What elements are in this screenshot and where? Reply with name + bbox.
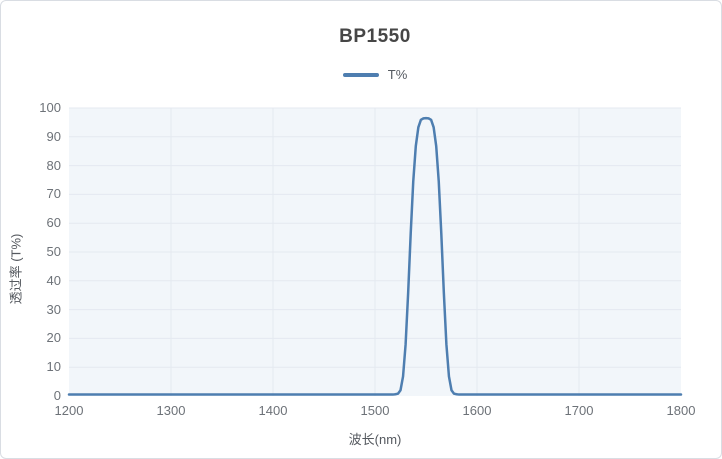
x-tick-label: 1600 bbox=[462, 403, 492, 418]
y-tick-label: 0 bbox=[53, 388, 61, 403]
series-line-T% bbox=[67, 116, 683, 396]
chart-title: BP1550 bbox=[339, 26, 411, 47]
chart-canvas[interactable] bbox=[67, 107, 683, 396]
y-tick-label: 30 bbox=[46, 301, 61, 317]
x-tick-label: 1500 bbox=[360, 403, 390, 418]
legend-item[interactable]: T% bbox=[69, 67, 681, 82]
y-tick-label: 80 bbox=[46, 157, 61, 173]
y-tick-label: 50 bbox=[46, 244, 61, 259]
y-tick-label: 90 bbox=[46, 128, 61, 144]
legend-label: T% bbox=[387, 67, 408, 82]
y-tick-label: 100 bbox=[39, 100, 61, 115]
legend-line-icon bbox=[342, 72, 379, 77]
y-tick-label: 60 bbox=[46, 215, 61, 231]
x-tick-label: 1700 bbox=[564, 403, 594, 418]
y-tick-label: 10 bbox=[46, 359, 61, 375]
x-tick-label: 1800 bbox=[666, 403, 696, 418]
plot-area: 0 10 20 30 40 50 60 70 80 90 100 1200 1300 1400 1500 1… bbox=[39, 100, 695, 418]
x-tick-label: 1300 bbox=[156, 403, 186, 418]
x-axis-title: 波长(nm) bbox=[348, 432, 402, 447]
x-tick-label: 1200 bbox=[54, 403, 84, 418]
y-tick-label: 70 bbox=[46, 186, 61, 202]
y-tick-label: 20 bbox=[46, 330, 61, 346]
x-tick-label: 1400 bbox=[258, 403, 288, 418]
gridlines bbox=[69, 107, 681, 396]
y-tick-label: 40 bbox=[46, 272, 61, 288]
y-axis-title: 透过率 (T%) bbox=[8, 233, 24, 305]
